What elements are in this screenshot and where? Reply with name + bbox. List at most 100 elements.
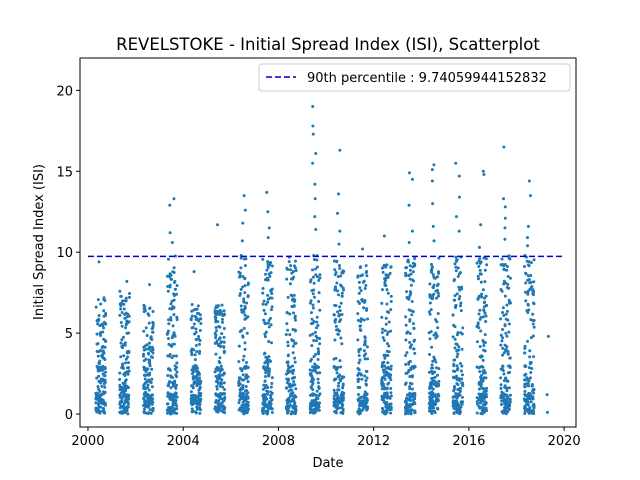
data-point bbox=[142, 352, 146, 356]
data-point bbox=[458, 412, 462, 416]
data-point bbox=[124, 326, 127, 330]
data-point bbox=[170, 381, 174, 385]
data-point bbox=[291, 277, 295, 281]
data-point bbox=[118, 393, 122, 397]
data-point bbox=[127, 295, 131, 299]
data-point bbox=[500, 367, 504, 371]
data-point bbox=[478, 317, 482, 321]
data-point bbox=[431, 296, 435, 300]
data-point bbox=[290, 388, 294, 392]
data-point bbox=[318, 276, 322, 280]
data-point bbox=[505, 386, 509, 390]
data-point bbox=[499, 386, 503, 390]
data-point bbox=[413, 257, 417, 261]
data-point bbox=[530, 285, 534, 289]
data-point bbox=[382, 393, 386, 397]
data-point bbox=[122, 354, 126, 358]
data-point bbox=[167, 382, 171, 386]
data-point bbox=[142, 303, 146, 307]
data-point bbox=[125, 331, 129, 335]
data-point bbox=[358, 385, 362, 389]
data-point bbox=[501, 306, 505, 310]
data-point bbox=[479, 355, 483, 359]
data-point bbox=[529, 274, 533, 277]
data-point bbox=[359, 347, 363, 351]
data-point bbox=[269, 341, 273, 345]
data-point bbox=[428, 282, 432, 286]
data-point bbox=[506, 282, 510, 286]
data-point bbox=[311, 332, 315, 336]
data-point bbox=[499, 317, 503, 321]
data-point bbox=[312, 258, 316, 262]
data-point bbox=[460, 373, 464, 377]
data-point bbox=[388, 271, 392, 275]
data-point bbox=[219, 344, 223, 348]
data-point bbox=[389, 294, 393, 298]
data-point bbox=[97, 374, 101, 378]
data-point bbox=[433, 410, 437, 414]
data-point bbox=[337, 263, 341, 267]
data-point bbox=[220, 303, 224, 307]
data-point bbox=[357, 353, 361, 357]
data-point bbox=[293, 314, 297, 318]
data-point bbox=[266, 210, 270, 214]
data-point bbox=[150, 377, 154, 381]
data-point bbox=[387, 320, 391, 324]
data-point bbox=[501, 346, 505, 350]
data-point bbox=[102, 411, 106, 415]
data-point bbox=[148, 360, 152, 364]
data-point bbox=[357, 361, 361, 365]
data-point bbox=[410, 300, 414, 304]
data-point bbox=[360, 373, 364, 377]
data-point bbox=[333, 338, 337, 342]
data-point bbox=[217, 337, 221, 341]
data-point bbox=[219, 380, 223, 384]
data-point bbox=[432, 283, 436, 287]
data-point bbox=[267, 319, 271, 323]
data-point bbox=[338, 229, 342, 233]
data-point bbox=[485, 409, 489, 413]
data-point bbox=[267, 340, 271, 344]
data-point bbox=[334, 377, 338, 381]
data-point bbox=[143, 309, 147, 313]
data-point bbox=[265, 190, 269, 194]
data-point bbox=[119, 355, 123, 359]
data-point bbox=[219, 396, 223, 400]
data-point bbox=[340, 399, 344, 403]
data-point bbox=[126, 312, 130, 316]
data-point bbox=[434, 332, 438, 336]
data-point bbox=[217, 399, 221, 403]
data-point bbox=[505, 389, 509, 393]
data-point bbox=[482, 371, 486, 375]
data-point bbox=[523, 412, 527, 416]
data-point bbox=[389, 373, 393, 377]
data-point bbox=[532, 402, 536, 406]
data-point bbox=[333, 285, 337, 289]
data-point bbox=[190, 326, 194, 330]
data-point bbox=[198, 376, 202, 380]
data-point bbox=[97, 313, 101, 317]
data-point bbox=[336, 275, 340, 279]
data-point bbox=[413, 338, 417, 342]
data-point bbox=[461, 326, 465, 330]
data-point bbox=[459, 400, 463, 404]
data-point bbox=[143, 373, 147, 377]
data-point bbox=[476, 296, 480, 300]
data-point bbox=[508, 301, 512, 305]
data-point bbox=[532, 409, 536, 413]
data-point bbox=[505, 303, 509, 307]
data-point bbox=[103, 339, 107, 343]
data-point bbox=[457, 285, 461, 289]
data-point bbox=[359, 274, 363, 278]
data-point bbox=[143, 367, 147, 371]
data-point bbox=[293, 318, 297, 322]
data-point bbox=[190, 309, 194, 313]
data-point bbox=[338, 396, 342, 400]
data-point bbox=[287, 260, 291, 264]
data-point bbox=[527, 278, 531, 282]
data-point bbox=[103, 358, 107, 362]
data-point bbox=[238, 292, 242, 295]
data-point bbox=[261, 411, 265, 415]
data-point bbox=[383, 329, 387, 333]
data-point bbox=[454, 342, 458, 346]
